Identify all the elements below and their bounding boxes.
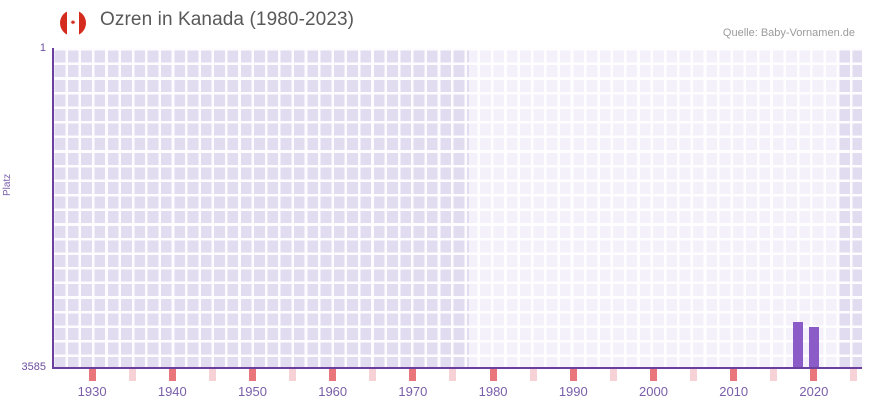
- y-axis-line: [52, 48, 54, 368]
- x-axis-tick-label: 1960: [318, 384, 348, 399]
- x-axis-tick-label: 1970: [398, 384, 428, 399]
- x-tickmark-2005: [690, 369, 698, 381]
- x-tickmark-2025: [850, 369, 858, 381]
- y-axis-tick-top: 1: [39, 42, 46, 54]
- x-tickmark-1960: [329, 369, 337, 381]
- x-tickmark-1955: [289, 369, 297, 381]
- x-tickmark-1990: [569, 369, 577, 381]
- out-of-range-shading-left: [52, 48, 470, 368]
- x-axis-tick-label: 2000: [639, 384, 668, 399]
- x-tickmark-2010: [730, 369, 738, 381]
- y-axis-title: Platz: [2, 173, 13, 196]
- x-tickmark-1980: [489, 369, 497, 381]
- x-tickmark-1985: [529, 369, 537, 381]
- canada-flag-icon: [60, 10, 86, 36]
- x-tickmark-2020: [810, 369, 818, 381]
- x-axis-line: [52, 367, 862, 369]
- x-tickmark-1945: [208, 369, 216, 381]
- maple-leaf-icon: [70, 19, 76, 27]
- x-tickmark-1995: [609, 369, 617, 381]
- source-note: Quelle: Baby-Vornamen.de: [722, 27, 855, 39]
- y-axis-tick-bottom: 3585: [21, 361, 46, 373]
- x-axis-tick-label: 1990: [558, 384, 588, 399]
- x-tickmark-1940: [168, 369, 176, 381]
- flag-band-right: [79, 10, 86, 36]
- x-tickmark-2015: [770, 369, 778, 381]
- x-axis-tick-label: 1950: [238, 384, 267, 399]
- out-of-range-shading-right: [837, 48, 862, 368]
- x-axis-tick-label: 1930: [77, 384, 107, 399]
- bar-2020[interactable]: [808, 327, 819, 368]
- x-tickmark-1970: [409, 369, 417, 381]
- plot-area: [52, 48, 862, 368]
- flag-band-left: [60, 10, 67, 36]
- x-axis-tick-label: 1980: [478, 384, 508, 399]
- x-tickmark-1950: [248, 369, 256, 381]
- x-tickmark-1965: [369, 369, 377, 381]
- x-tickmark-1930: [88, 369, 96, 381]
- x-tickmark-1975: [449, 369, 457, 381]
- x-tickmark-2000: [649, 369, 657, 381]
- page-title: Ozren in Kanada (1980-2023): [100, 9, 355, 30]
- x-tickmark-1935: [128, 369, 136, 381]
- x-axis-tick-label: 1940: [157, 384, 187, 399]
- bar-2018[interactable]: [792, 322, 803, 368]
- x-axis-tick-label: 2010: [719, 384, 749, 399]
- x-axis-tick-label: 2020: [799, 384, 829, 399]
- chart-header: Ozren in Kanada (1980-2023) Quelle: Baby…: [0, 0, 873, 46]
